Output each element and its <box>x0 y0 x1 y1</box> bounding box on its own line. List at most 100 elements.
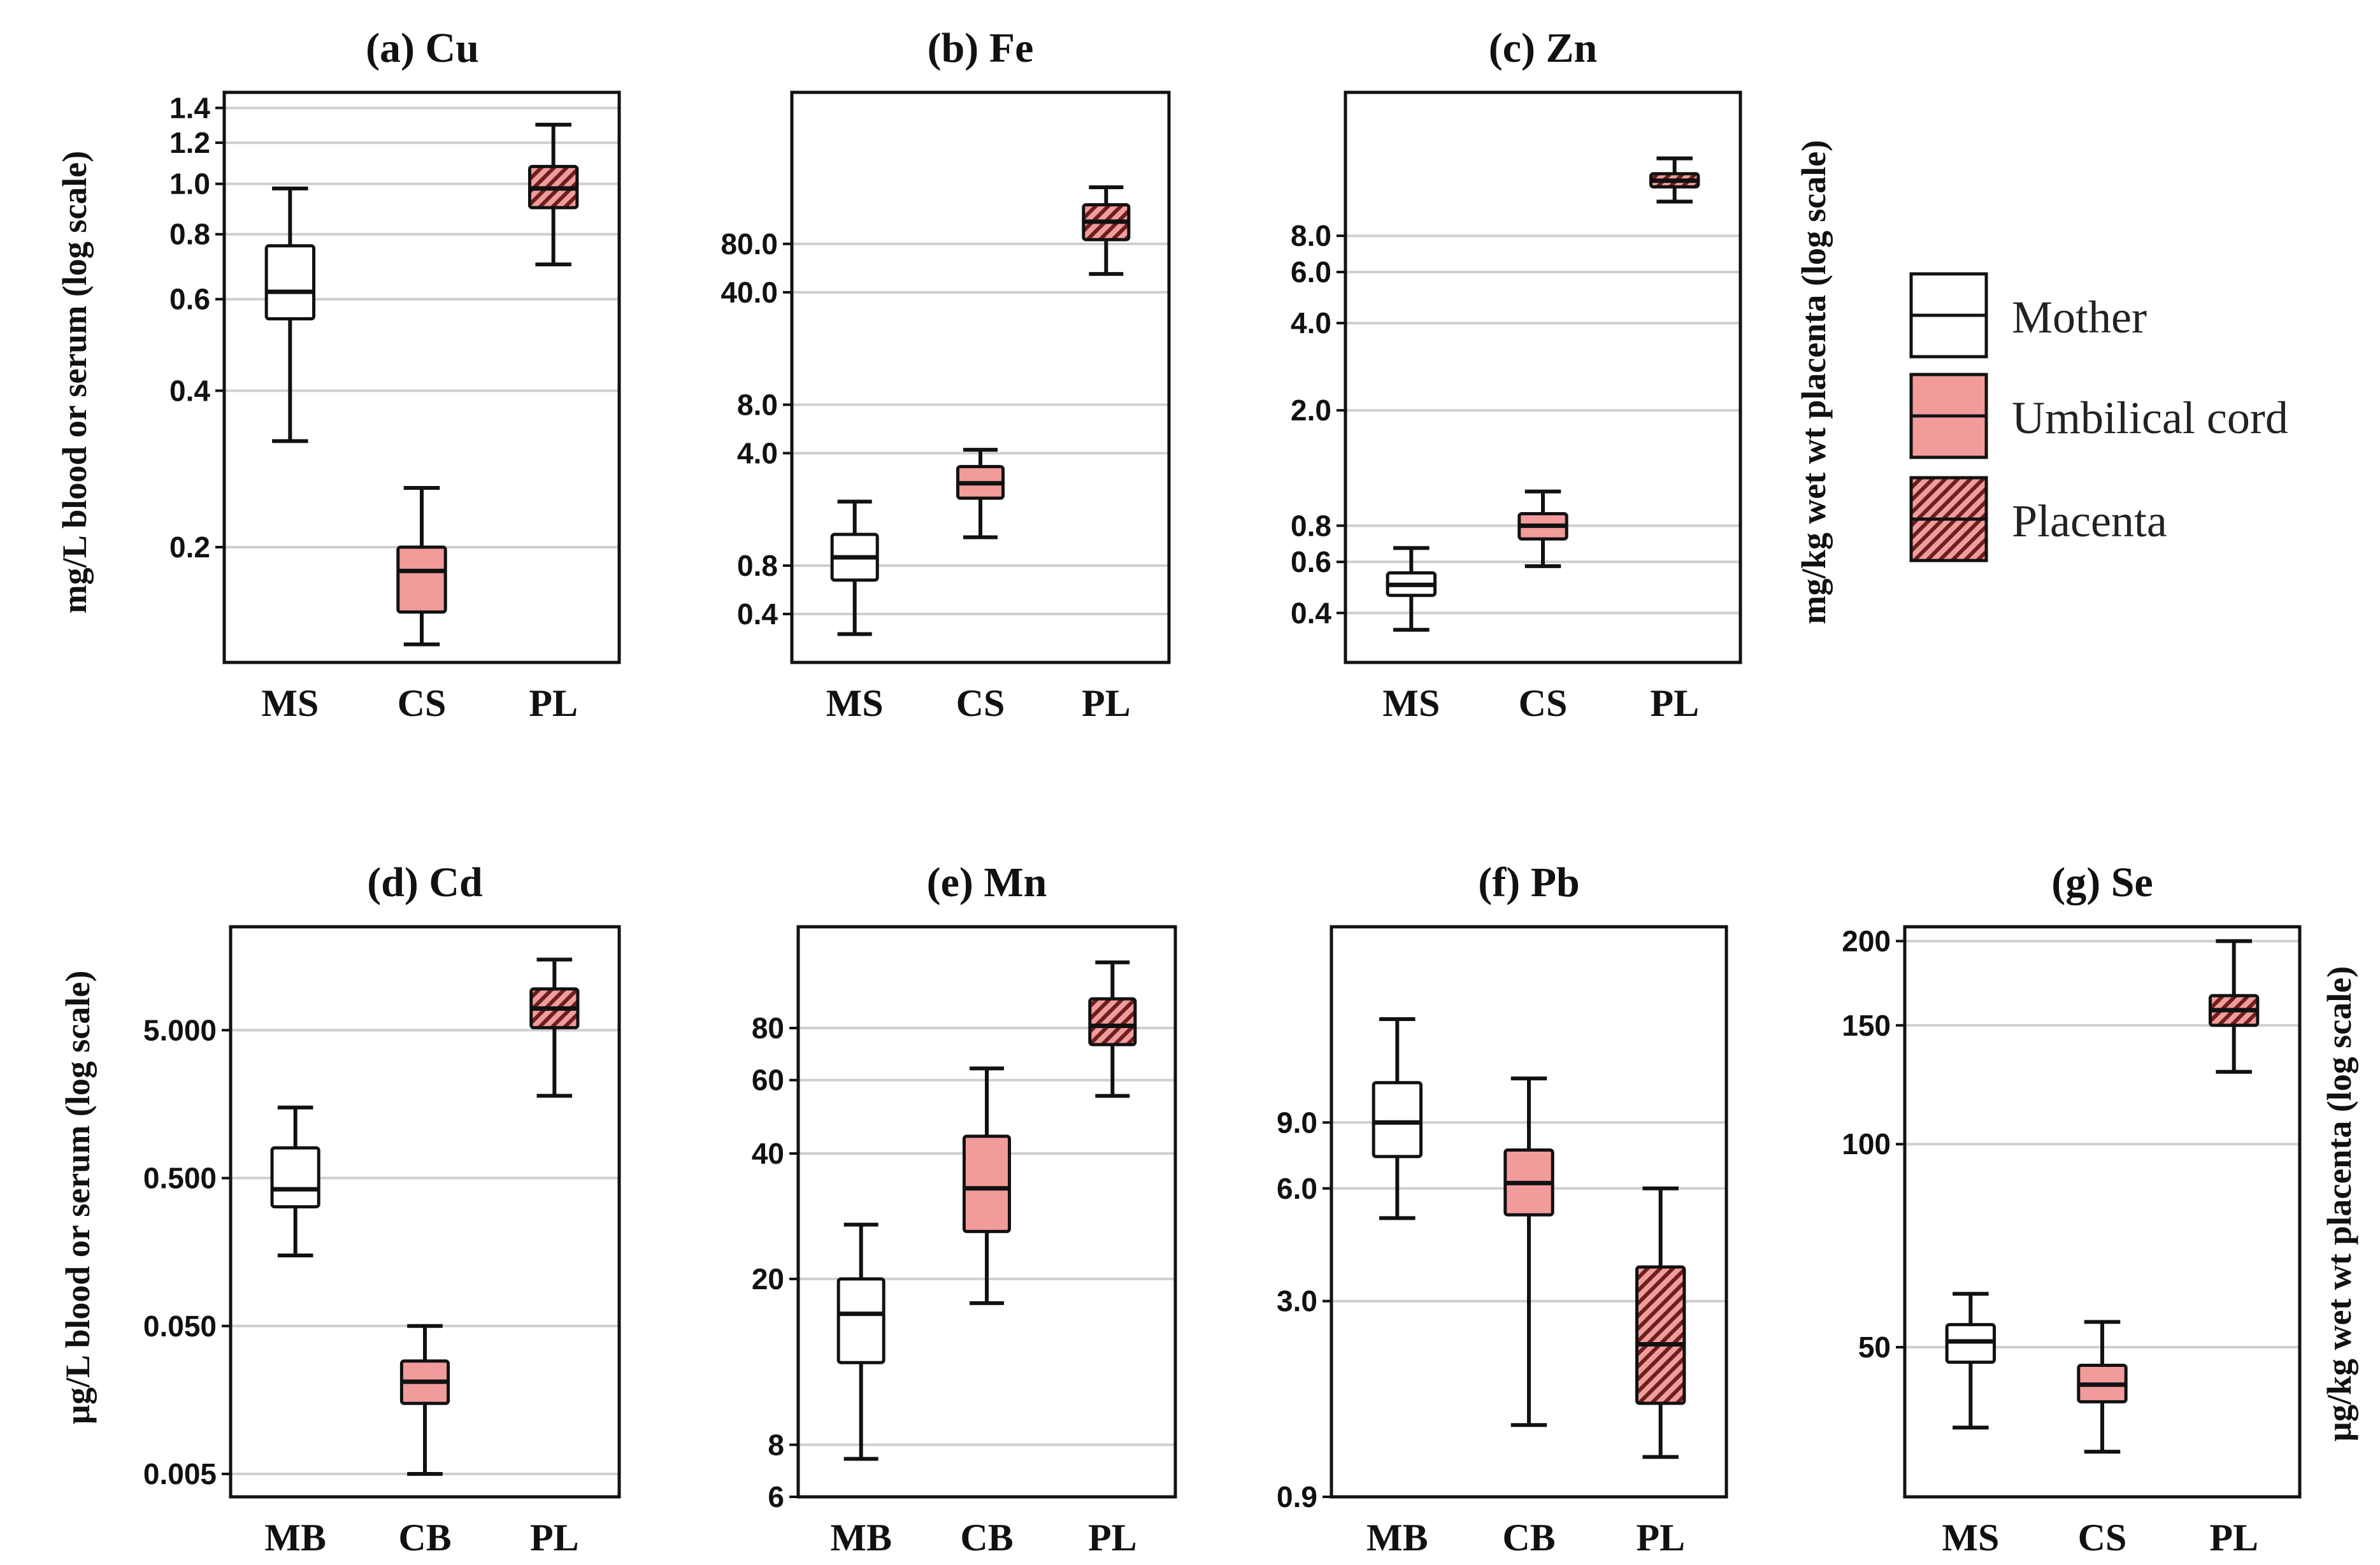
box-mb-mother <box>270 1105 320 1257</box>
legend-label-placenta: Placenta <box>2012 496 2167 547</box>
x-category-label: MB <box>264 1517 326 1559</box>
box-mb-mother <box>1372 1017 1423 1220</box>
y-tick-label: 80 <box>752 1011 784 1045</box>
y-tick-label: 0.050 <box>143 1310 217 1343</box>
plot-frame <box>796 925 1177 1499</box>
y-tick-label: 8 <box>768 1428 784 1461</box>
x-category-label: PL <box>1082 682 1131 724</box>
box-iqr <box>836 1277 885 1364</box>
box-pl-placenta <box>529 957 580 1098</box>
plot-frame <box>222 90 621 664</box>
y-tick-label: 6 <box>768 1480 784 1513</box>
x-category-label: CB <box>398 1517 451 1559</box>
y-tick-label: 0.8 <box>1291 509 1331 542</box>
x-category-label: PL <box>2209 1517 2258 1559</box>
x-category-label: PL <box>529 682 578 724</box>
panel-c-zn: (c) Zn 0.4 0.60.8 2.0 4.0 6.08.0 MS CS PL <box>1291 25 1742 724</box>
y-tick-label: 1.2 <box>169 126 210 159</box>
panel-e-mn: (e) Mn 6 8 20 40 60 80 MB CB PL <box>752 859 1177 1559</box>
panel-g-se: (g) Se 50 100 150 200 MS CS PL <box>1842 859 2302 1559</box>
legend: Mother Umbilical cord Placenta <box>1909 272 2288 562</box>
y-tick-label: 6.0 <box>1291 255 1331 289</box>
y-tick-label: 0.8 <box>737 549 778 582</box>
box-pl-placenta <box>1635 1186 1686 1459</box>
x-category-label: CS <box>1519 682 1568 724</box>
panel-f-pb: (f) Pb 0.9 3.0 6.0 9.0 MB CB PL <box>1277 859 1728 1559</box>
y-tick-label: 4.0 <box>737 436 778 469</box>
x-category-label: MS <box>261 682 319 724</box>
box-pl-placenta <box>1082 185 1131 276</box>
box-iqr <box>962 1134 1012 1233</box>
y-tick-label: 6.0 <box>1277 1172 1317 1205</box>
panels: (a) Cu0.20.40.60.81.01.21.4MS CS PL(b) Fe0… <box>143 25 2302 1559</box>
box-cs-cord <box>956 448 1005 540</box>
box-cs-cord <box>1517 489 1568 568</box>
y-tick-label: 8.0 <box>1291 219 1331 252</box>
box-pl-placenta <box>1649 156 1700 204</box>
panel-title: (g) Se <box>2051 859 2153 906</box>
y-tick-label: 0.4 <box>737 597 778 631</box>
x-category-label: PL <box>1650 682 1699 724</box>
y-tick-label: 0.8 <box>169 218 210 251</box>
y-tick-label: 0.6 <box>1291 545 1331 578</box>
y-tick-label: 60 <box>752 1064 784 1097</box>
y-tick-label: 40.0 <box>720 276 778 309</box>
x-category-label: PL <box>530 1517 579 1559</box>
plot-frame <box>790 90 1171 664</box>
x-category-label: MB <box>1366 1517 1428 1559</box>
y-tick-label: 80.0 <box>720 227 778 261</box>
y-tick-label: 5.000 <box>143 1013 217 1047</box>
plot-frame <box>1344 90 1742 664</box>
panel-a-cu: (a) Cu 0.2 0.4 0.6 0.8 1.0 1.21.4 MS CS PL <box>169 25 621 724</box>
plot-frame <box>229 925 621 1499</box>
y-axis-label-bottom-left: µg/L blood or serum (log scale) <box>59 971 97 1425</box>
y-tick-label: 50 <box>1858 1331 1891 1364</box>
plot-frame <box>1903 925 2302 1499</box>
y-tick-label: 0.6 <box>169 283 210 316</box>
y-tick-label: 9.0 <box>1277 1106 1317 1139</box>
panel-title: (f) Pb <box>1478 859 1579 906</box>
x-category-label: PL <box>1636 1517 1685 1559</box>
box-mb-mother <box>836 1222 885 1461</box>
box-ms-mother <box>1386 546 1437 632</box>
box-cs-cord <box>2077 1320 2128 1454</box>
y-tick-label: 40 <box>752 1137 784 1170</box>
x-category-label: MS <box>1942 1517 1999 1559</box>
legend-label-umbilical-cord: Umbilical cord <box>2012 392 2288 443</box>
box-iqr <box>1088 997 1137 1047</box>
x-category-label: CS <box>2078 1517 2127 1559</box>
box-ms-mother <box>264 186 316 443</box>
box-cb-cord <box>399 1324 450 1476</box>
y-tick-label: 1.4 <box>169 91 210 124</box>
y-tick-label: 1.0 <box>169 168 210 201</box>
x-category-label: MS <box>1382 682 1440 724</box>
box-iqr <box>270 1146 320 1209</box>
x-category-label: MS <box>826 682 884 724</box>
y-tick-label: 20 <box>752 1262 784 1296</box>
y-tick-label: 150 <box>1842 1009 1891 1042</box>
panel-b-fe: (b) Fe 0.4 0.8 4.0 8.0 40.0 80.0 MS CS PL <box>720 25 1171 724</box>
panel-title: (b) Fe <box>928 25 1034 71</box>
panel-d-cd: (d) Cd 0.005 0.050 0.500 5.000 MB CB PL <box>143 859 621 1559</box>
box-pl-placenta <box>1088 960 1137 1098</box>
y-tick-label: 100 <box>1842 1127 1891 1161</box>
box-ms-mother <box>1945 1292 1996 1430</box>
legend-label-mother: Mother <box>2012 292 2147 343</box>
box-iqr <box>396 545 447 614</box>
y-tick-label: 3.0 <box>1277 1285 1317 1318</box>
y-tick-label: 2.0 <box>1291 394 1331 427</box>
y-tick-label: 0.4 <box>1291 596 1331 629</box>
y-tick-label: 0.9 <box>1277 1480 1317 1513</box>
box-cs-cord <box>396 486 447 647</box>
y-axis-label-bottom-right: µg/kg wet wt placenta (log scale) <box>2320 966 2358 1441</box>
x-category-label: CS <box>956 682 1005 724</box>
panel-title: (e) Mn <box>927 859 1047 906</box>
box-iqr <box>1372 1081 1423 1159</box>
panel-title: (c) Zn <box>1489 25 1597 71</box>
x-category-label: MB <box>830 1517 892 1559</box>
x-category-label: CB <box>960 1517 1013 1559</box>
x-category-label: CB <box>1502 1517 1555 1559</box>
box-cb-cord <box>1503 1076 1554 1427</box>
y-tick-label: 0.500 <box>143 1162 217 1195</box>
y-axis-label-top-left: mg/L blood or serum (log scale) <box>55 151 94 613</box>
